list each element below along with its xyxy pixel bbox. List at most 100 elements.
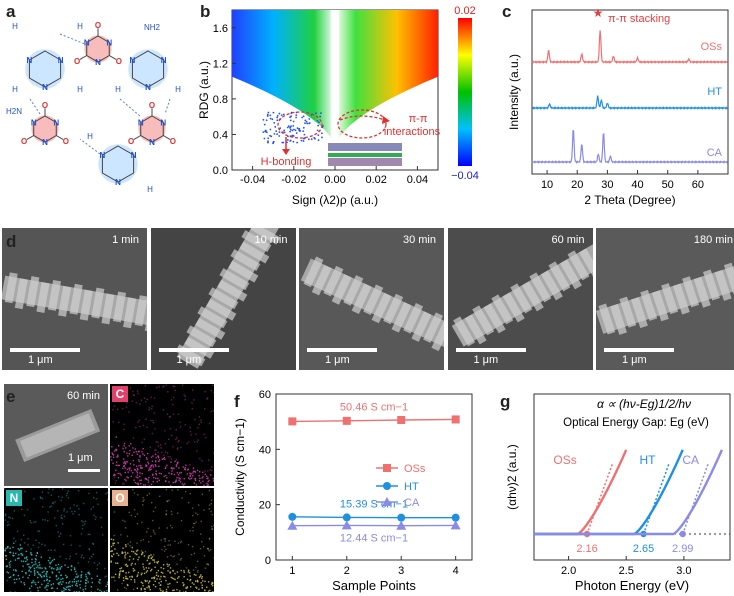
sem-image-4: 60 min 1 μm [447, 228, 593, 370]
rdg-point [269, 117, 272, 120]
x-axis-label-f: Sample Points [332, 578, 416, 593]
rdg-point [317, 134, 320, 137]
rdg-point [278, 135, 281, 137]
data-point [288, 512, 297, 521]
scale-bar-label: 1 μm [325, 354, 350, 366]
melamine-unit-2: N N N [128, 49, 168, 92]
tauc-curve-ca [534, 449, 724, 536]
scale-bar [10, 348, 80, 352]
rdg-point [315, 112, 317, 115]
scale-bar-e [68, 469, 100, 472]
rdg-point [300, 139, 303, 142]
data-point [288, 417, 297, 426]
sem-image-1: 1 min 1 μm [2, 228, 147, 370]
rdg-point [295, 132, 298, 134]
tauc-formula: α ∝ (hν-Eg)1/2/hν [597, 397, 691, 411]
colorbar-max-label: 0.02 [454, 5, 475, 17]
legend-marker [383, 464, 391, 472]
value-label-ca: 12.44 S cm−1 [340, 533, 408, 545]
x-tick-label-f: 1 [289, 565, 295, 577]
data-point [397, 513, 406, 522]
rdg-point [295, 114, 298, 117]
x-axis-label-g: Photon Energy (eV) [575, 578, 689, 593]
rdg-point [273, 121, 276, 124]
eds-element-tag: N [6, 490, 22, 506]
y-axis-label-g: (αhν)2 (a.u.) [505, 444, 519, 510]
y-tick-label-f: 0 [265, 555, 271, 567]
data-point [450, 520, 461, 530]
sem-time-label: 60 min [551, 234, 585, 246]
scale-bar [307, 348, 377, 352]
sem-time-label: 180 min [693, 234, 733, 246]
legend-label: HT [404, 481, 419, 493]
x-tick-label-g: 2.5 [619, 565, 634, 577]
xrd-pattern-plot: 10 20 30 40 50 60 Intensity (a.u.) 2 Theta (D… [507, 6, 729, 207]
rdg-point [296, 141, 299, 144]
rdg-point [283, 129, 286, 132]
rdg-point [275, 130, 278, 132]
rdg-point [290, 115, 292, 118]
svg-text:N: N [115, 178, 121, 187]
svg-text:O: O [149, 101, 155, 110]
hydrogen-atom: H [175, 85, 181, 94]
y-axis-label-b: RDG (a.u.) [197, 61, 211, 119]
hbond-annotation: H-bonding [261, 156, 312, 168]
eds-element-tag: O [112, 490, 128, 506]
svg-text:O: O [128, 137, 134, 146]
rdg-point [302, 130, 305, 133]
rdg-point [313, 136, 316, 139]
panel-label-g: g [500, 392, 511, 411]
scale-bar-label: 1 μm [473, 354, 499, 366]
svg-text:N: N [31, 119, 37, 128]
y-tick-label-b: 0.0 [213, 165, 228, 177]
rdg-point [305, 120, 308, 123]
conductivity-chart: 0 20 40 60 1 2 3 4 Sample Points Conductivity (S … [233, 389, 473, 593]
tauc-plot: 2.02.53.03.5Photon Energy (eV)(αhν)2 (a.… [505, 393, 734, 593]
scale-label-e: 1 μm [68, 452, 93, 464]
rdg-point [320, 112, 322, 115]
rdg-point [271, 118, 274, 121]
pipi-stacking-annotation: π-π stacking [608, 13, 670, 25]
rdg-point [302, 126, 305, 129]
plot-frame-c [531, 9, 729, 175]
svg-text:N: N [100, 151, 106, 160]
hydrogen-bond [59, 33, 86, 45]
rdg-point [302, 140, 305, 142]
rdg-point [282, 113, 285, 116]
hydrogen-atom: H [77, 22, 83, 31]
scale-bar-label: 1 μm [622, 354, 647, 366]
tangent-line [642, 463, 670, 535]
series-label-oss: OSs [701, 41, 723, 53]
rdg-point [291, 129, 294, 132]
rdg-point [304, 122, 306, 125]
x-tick-label-b: 0.04 [407, 174, 428, 186]
x-tick-label-c: 20 [571, 179, 583, 191]
eds-map-nitrogen: N [4, 488, 108, 592]
rdg-point [266, 115, 269, 117]
hydrogen-atom: H [115, 85, 121, 94]
rdg-point [283, 131, 286, 134]
y-axis-label-c: Intensity (a.u.) [507, 54, 521, 130]
scale-bar [455, 348, 526, 352]
rdg-scatter-plot: -0.04 -0.02 0.00 0.02 0.04 0.0 0.4 0.8 1.2 1.6 RD… [197, 5, 479, 207]
rdg-point [292, 120, 295, 123]
x-axis-label-c: 2 Theta (Degree) [584, 193, 675, 207]
sem-time-label: 1 min [112, 234, 139, 246]
svg-text:O: O [170, 137, 176, 146]
rdg-point [304, 119, 307, 122]
xrd-line-ca [531, 129, 728, 164]
panel-label-a: a [6, 2, 16, 21]
x-tick-label-b: -0.02 [281, 174, 306, 186]
rdg-point [267, 137, 270, 140]
rdg-point [306, 122, 309, 125]
data-point [451, 415, 460, 424]
x-axis-label-b: Sign (λ2)ρ (a.u.) [292, 193, 378, 207]
hydrogen-bond [119, 98, 141, 117]
sem-image-e: 60 min 1 μm [4, 384, 108, 486]
rdg-point [274, 126, 277, 128]
rdg-point [290, 125, 292, 128]
rdg-point [278, 112, 281, 115]
eds-element-tag: C [112, 386, 128, 402]
